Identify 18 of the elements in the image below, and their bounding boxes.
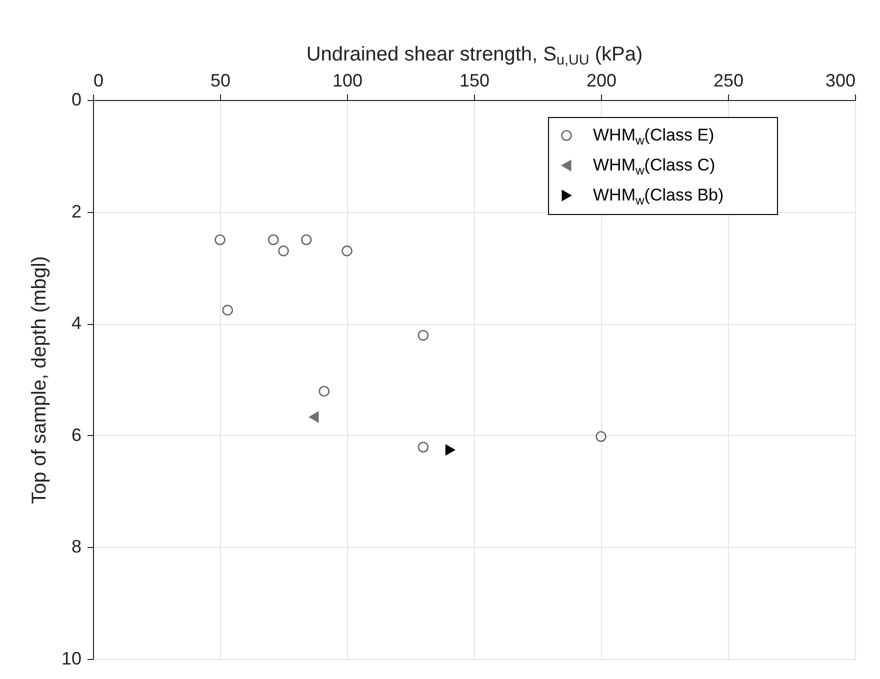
x-tick-label: 200 — [586, 70, 617, 90]
x-axis-title: Undrained shear strength, S$_{u,UU}$ (kPa) — [306, 44, 643, 69]
x-tick-label: 150 — [459, 70, 490, 90]
x-tick-label: 100 — [332, 70, 363, 90]
x-tick-label: 50 — [210, 70, 231, 90]
y-tick-label: 10 — [61, 648, 82, 668]
y-tick-label: 8 — [71, 536, 82, 557]
y-tick-label: 6 — [71, 424, 82, 445]
x-tick-label: 0 — [94, 70, 104, 90]
x-tick-label: 300 — [825, 70, 856, 90]
y-tick-label: 4 — [71, 313, 82, 334]
x-tick-label: 250 — [713, 70, 744, 90]
y-axis-title: Top of sample, depth (mbgl) — [28, 256, 50, 504]
legend-label: WHM$_{w}$(Class Bb) — [593, 186, 724, 208]
y-tick-label: 0 — [71, 90, 82, 110]
y-tick-label: 2 — [71, 201, 82, 222]
legend-label: WHM$_{w}$(Class E) — [593, 126, 714, 148]
legend-label: WHM$_{w}$(Class C) — [593, 156, 716, 178]
